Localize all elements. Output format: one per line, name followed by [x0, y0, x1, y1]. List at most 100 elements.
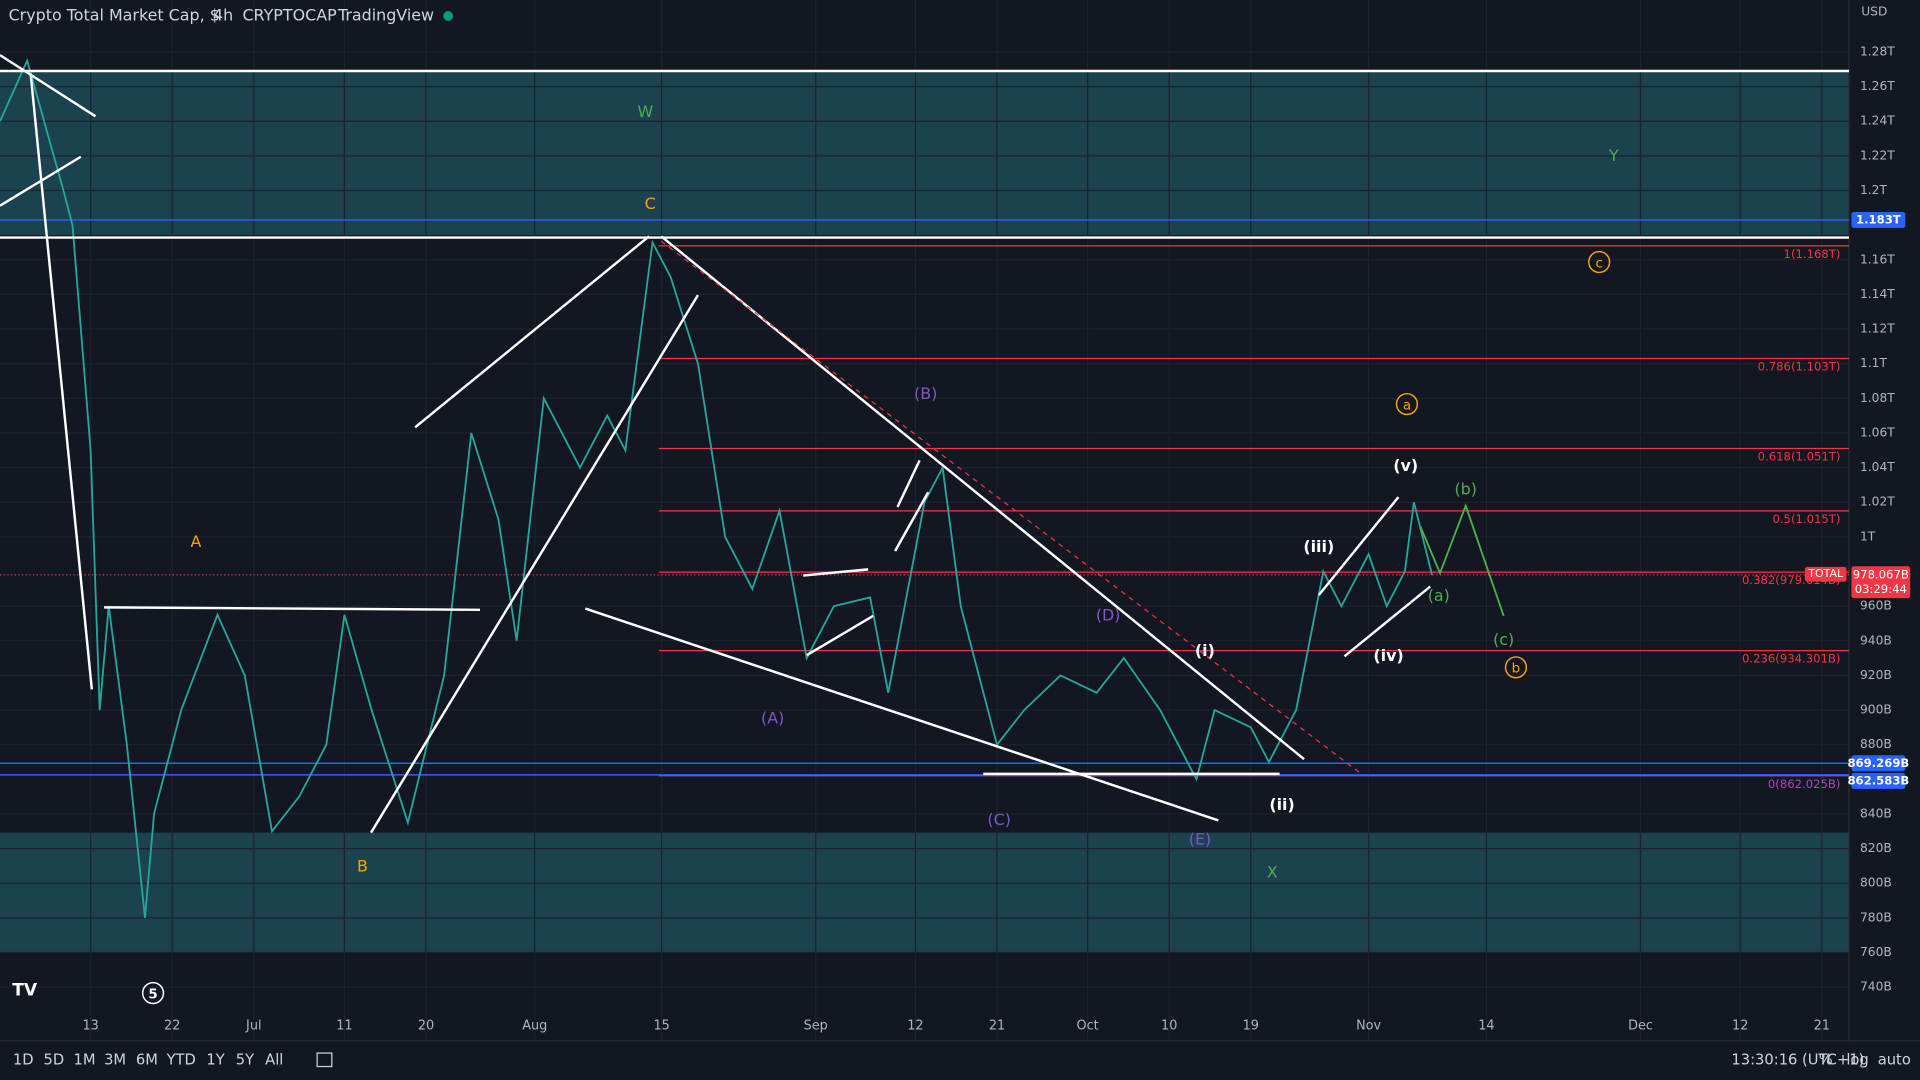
trend-line [896, 459, 921, 508]
trend-line [803, 568, 869, 577]
range-button[interactable]: 3M [104, 1051, 126, 1068]
trend-line [369, 294, 700, 834]
range-button[interactable]: 1M [73, 1051, 95, 1068]
dashed-trend-line [660, 240, 1364, 776]
scale-option[interactable]: % [1819, 1051, 1833, 1068]
projection-path [1419, 503, 1505, 617]
x-tick-label: 21 [989, 1019, 1005, 1034]
wave-label: (iv) [1373, 646, 1403, 665]
price-badge-label: 869.269B [1847, 756, 1909, 770]
y-tick-label: 880B [1860, 737, 1892, 751]
y-tick-label: 1.28T [1860, 44, 1895, 58]
wave-label: (ii) [1269, 795, 1294, 814]
countdown: 03:29:44 [1855, 582, 1907, 596]
trend-line [414, 235, 650, 429]
wave-label: (D) [1096, 605, 1121, 624]
range-button[interactable]: 1Y [206, 1051, 224, 1068]
trend-line [0, 54, 97, 118]
y-tick-label: 1.26T [1860, 79, 1895, 93]
trend-line [806, 614, 874, 657]
series-badge [1804, 566, 1847, 582]
trend-line [29, 73, 94, 690]
fib-label: 0.5(1.015T) [1772, 512, 1840, 526]
wave-label: Y [1608, 146, 1619, 165]
x-tick-label: 19 [1243, 1019, 1259, 1034]
x-tick-label: 21 [1814, 1019, 1830, 1034]
wave-label: c [1595, 256, 1602, 271]
x-tick-label: 20 [418, 1019, 434, 1034]
x-tick-label: Aug [522, 1019, 547, 1034]
y-tick-label: 1.08T [1860, 391, 1895, 405]
wave-label: X [1267, 863, 1278, 882]
price-badge [1851, 211, 1906, 228]
range-button[interactable]: 5Y [236, 1051, 254, 1068]
x-tick-label: 11 [336, 1019, 352, 1034]
range-button[interactable]: 1D [13, 1051, 34, 1068]
y-tick-label: 1.22T [1860, 148, 1895, 162]
fib-label: 0.236(934.301B) [1742, 652, 1840, 666]
wave-circle [1395, 392, 1419, 416]
range-button[interactable]: 5D [44, 1051, 65, 1068]
scale-option[interactable]: log [1846, 1051, 1868, 1068]
wave-label: (v) [1393, 456, 1418, 475]
x-tick-label: 12 [1732, 1019, 1748, 1034]
wave-label: (a) [1428, 586, 1450, 605]
fib-label: 1(1.168T) [1784, 247, 1841, 261]
y-tick-label: 940B [1860, 633, 1892, 647]
trend-line [894, 491, 930, 552]
wave-circle [1504, 656, 1528, 679]
price-badge [1851, 773, 1906, 789]
price-line [0, 57, 1433, 918]
y-tick-label: 740B [1860, 980, 1892, 994]
x-tick-label: Dec [1628, 1019, 1653, 1034]
x-tick-label: Oct [1077, 1019, 1099, 1034]
zone-bottom [0, 832, 1849, 953]
wave-label: 5 [148, 987, 157, 1002]
wave-label: B [357, 856, 368, 875]
y-tick-label: 1.24T [1860, 114, 1895, 128]
series-name: TOTAL [1807, 567, 1844, 580]
x-tick-label: 12 [907, 1019, 923, 1034]
source: TradingView [337, 5, 434, 24]
y-tick-label: 1.2T [1860, 183, 1887, 197]
y-tick-label: 820B [1860, 841, 1892, 855]
y-tick-label: 1.1T [1860, 356, 1887, 370]
logo: TV [12, 981, 38, 1001]
x-tick-label: Jul [245, 1019, 262, 1034]
status-dot [443, 11, 454, 21]
wave-label: (A) [761, 708, 784, 727]
symbol-title: Crypto Total Market Cap, $ [9, 5, 220, 24]
range-button[interactable]: 6M [136, 1051, 158, 1068]
interval: 4h [213, 5, 233, 24]
y-tick-label: 1.06T [1860, 425, 1895, 439]
scale-option[interactable]: auto [1878, 1051, 1911, 1068]
wave-label: (c) [1493, 630, 1514, 649]
last-price-label: 978.067B [1853, 567, 1909, 581]
range-button[interactable]: All [265, 1051, 283, 1068]
x-tick-label: 22 [164, 1019, 180, 1034]
trend-line [660, 235, 1305, 761]
y-tick-label: 1.16T [1860, 252, 1895, 266]
y-tick-label: 1.02T [1860, 495, 1895, 509]
wave-label: C [645, 194, 656, 213]
date-range-icon[interactable] [316, 1052, 333, 1068]
trend-line [584, 607, 1219, 822]
y-tick-label: 1.12T [1860, 322, 1895, 336]
x-tick-label: 14 [1478, 1019, 1494, 1034]
trend-line [104, 606, 481, 612]
range-button[interactable]: YTD [166, 1051, 196, 1068]
y-tick-label: 1.04T [1860, 460, 1895, 474]
wave-circle [141, 981, 165, 1005]
wave-label: a [1403, 398, 1411, 413]
y-tick-label: 760B [1860, 945, 1892, 959]
wave-label: A [190, 532, 201, 551]
currency[interactable]: USD [1861, 5, 1887, 19]
wave-label: (i) [1195, 641, 1215, 660]
last-price-badge [1851, 566, 1911, 599]
fib-label: 0.786(1.103T) [1758, 360, 1841, 374]
price-badge-label: 862.583B [1847, 773, 1909, 787]
wave-label: b [1512, 662, 1521, 677]
wave-label: (b) [1454, 479, 1477, 498]
